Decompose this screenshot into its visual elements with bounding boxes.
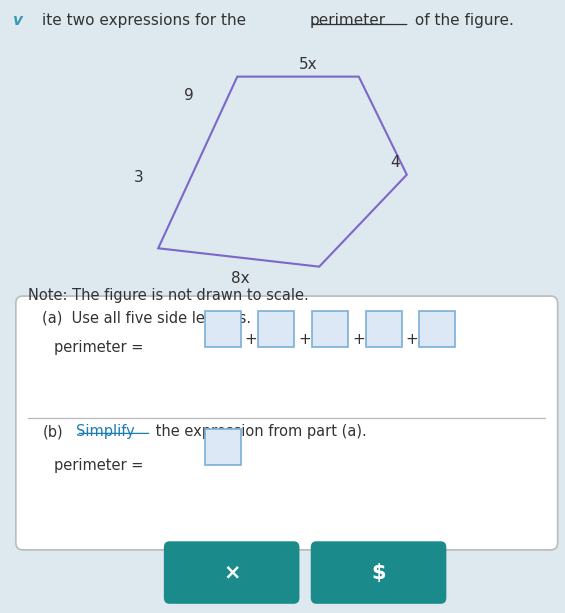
Text: perimeter: perimeter — [310, 13, 386, 28]
Text: v: v — [12, 13, 23, 28]
Text: 8x: 8x — [231, 272, 249, 286]
FancyBboxPatch shape — [419, 311, 455, 347]
FancyBboxPatch shape — [311, 541, 446, 604]
Text: Simplify: Simplify — [76, 424, 135, 439]
FancyBboxPatch shape — [366, 311, 402, 347]
Text: (b): (b) — [42, 424, 63, 439]
Text: $: $ — [371, 563, 386, 582]
Text: +: + — [406, 332, 419, 347]
Text: +: + — [245, 332, 258, 347]
Text: ×: × — [223, 563, 240, 582]
Text: +: + — [298, 332, 311, 347]
FancyBboxPatch shape — [258, 311, 294, 347]
FancyBboxPatch shape — [164, 541, 299, 604]
FancyBboxPatch shape — [312, 311, 348, 347]
Text: the expression from part (a).: the expression from part (a). — [151, 424, 367, 439]
FancyBboxPatch shape — [205, 429, 241, 465]
Text: 9: 9 — [184, 88, 194, 102]
Text: Note: The figure is not drawn to scale.: Note: The figure is not drawn to scale. — [28, 288, 309, 303]
Text: of the figure.: of the figure. — [410, 13, 514, 28]
Text: 5x: 5x — [299, 57, 317, 72]
FancyBboxPatch shape — [205, 311, 241, 347]
Text: 4: 4 — [390, 155, 401, 170]
Text: (a)  Use all five side lengths.: (a) Use all five side lengths. — [42, 311, 251, 326]
Text: perimeter =: perimeter = — [54, 340, 147, 355]
Text: perimeter =: perimeter = — [54, 458, 147, 473]
Text: +: + — [352, 332, 365, 347]
FancyBboxPatch shape — [16, 296, 558, 550]
Text: ite two expressions for the: ite two expressions for the — [42, 13, 251, 28]
Text: 3: 3 — [133, 170, 144, 185]
